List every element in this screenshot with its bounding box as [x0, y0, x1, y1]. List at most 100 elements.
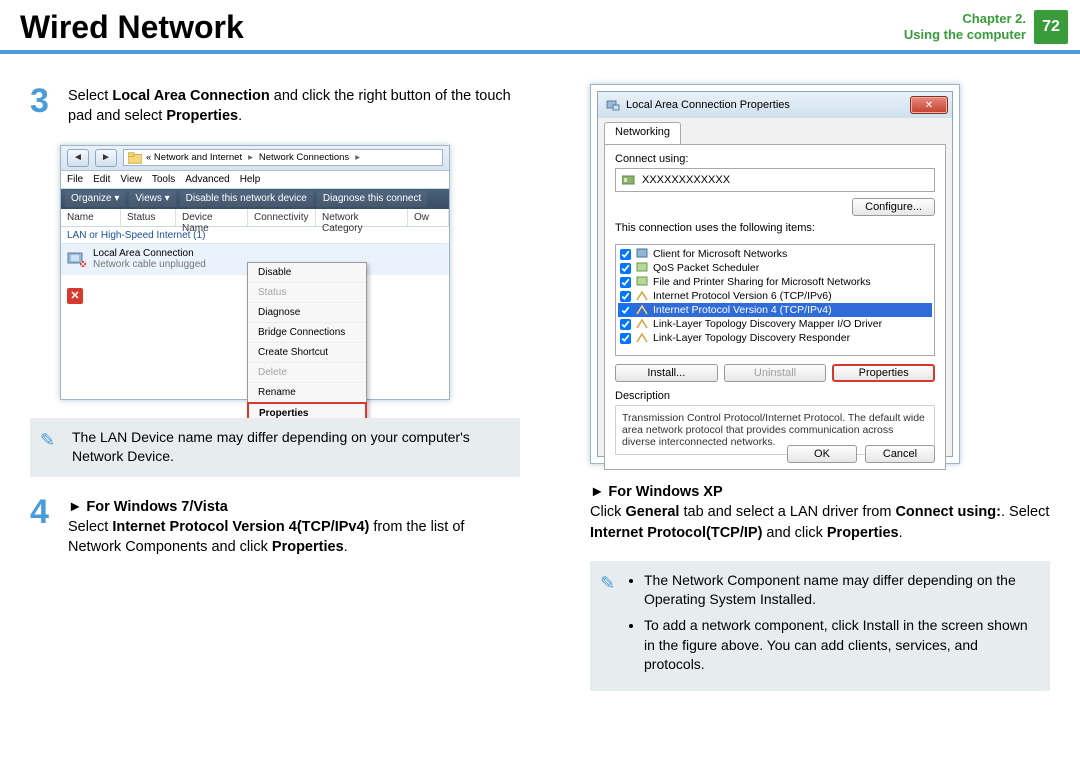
organize-button[interactable]: Organize ▾: [65, 191, 125, 207]
menu-item-bridge[interactable]: Bridge Connections: [248, 323, 366, 343]
protocol-icon: [635, 290, 649, 302]
menu-view[interactable]: View: [120, 174, 142, 185]
text: tab and select a LAN driver from: [679, 504, 895, 520]
item-lltd-responder[interactable]: Link-Layer Topology Discovery Responder: [618, 331, 932, 345]
menu-tools[interactable]: Tools: [152, 174, 175, 185]
text: Select: [68, 88, 112, 104]
dialog-titlebar: Local Area Connection Properties ✕: [598, 92, 952, 118]
col-network-category[interactable]: Network Category: [316, 209, 408, 226]
step-4-body: ► For Windows 7/Vista Select Internet Pr…: [68, 495, 520, 558]
note-icon: ✎: [40, 428, 55, 453]
checkbox[interactable]: [620, 277, 631, 288]
tab-body: Connect using: XXXXXXXXXXXX Configure...…: [604, 144, 946, 470]
label: Diagnose this connect: [323, 193, 421, 204]
nav-forward-button[interactable]: ►: [95, 149, 117, 167]
dialog-window: Local Area Connection Properties ✕ Netwo…: [597, 91, 953, 457]
dialog-title: Local Area Connection Properties: [626, 99, 790, 111]
checkbox[interactable]: [620, 263, 631, 274]
checkbox[interactable]: [620, 333, 631, 344]
install-button[interactable]: Install...: [615, 364, 718, 382]
nav-back-button[interactable]: ◄: [67, 149, 89, 167]
bold: General: [625, 504, 679, 520]
tab-strip: Networking: [604, 122, 946, 144]
menu-edit[interactable]: Edit: [93, 174, 110, 185]
page-header: Wired Network Chapter 2. Using the compu…: [0, 0, 1080, 54]
network-adapter-icon: [67, 250, 87, 268]
step-3-body: Select Local Area Connection and click t…: [68, 84, 520, 127]
protocol-icon: [635, 318, 649, 330]
addr-text: « Network and Internet: [146, 152, 242, 163]
views-button[interactable]: Views ▾: [129, 191, 175, 207]
properties-button[interactable]: Properties: [832, 364, 935, 382]
item-client-ms-networks[interactable]: Client for Microsoft Networks: [618, 247, 932, 261]
bold: Properties: [272, 539, 344, 555]
checkbox[interactable]: [620, 305, 631, 316]
tab-networking[interactable]: Networking: [604, 122, 681, 144]
bold: Local Area Connection: [112, 88, 269, 104]
step-number-4: 4: [30, 495, 58, 558]
arrow-icon: ►: [590, 484, 604, 500]
note-item-2: To add a network component, click Instal…: [644, 616, 1036, 675]
bold: Connect using:: [895, 504, 1001, 520]
col-owner[interactable]: Ow: [408, 209, 449, 226]
label: Client for Microsoft Networks: [653, 248, 787, 260]
diagnose-button[interactable]: Diagnose this connect: [317, 191, 427, 207]
menu-advanced[interactable]: Advanced: [185, 174, 229, 185]
item-ipv6[interactable]: Internet Protocol Version 6 (TCP/IPv6): [618, 289, 932, 303]
items-listbox[interactable]: Client for Microsoft Networks QoS Packet…: [615, 244, 935, 356]
context-menu: Disable Status Diagnose Bridge Connectio…: [247, 262, 367, 425]
bold: Internet Protocol(TCP/IP): [590, 525, 762, 541]
col-name[interactable]: Name: [61, 209, 121, 226]
ok-button[interactable]: OK: [787, 445, 857, 463]
note-box-2: ✎ The Network Component name may differ …: [590, 561, 1050, 691]
chapter-line1: Chapter 2.: [904, 11, 1026, 27]
service-icon: [635, 262, 649, 274]
col-device-name[interactable]: Device Name: [176, 209, 248, 226]
cancel-button[interactable]: Cancel: [865, 445, 935, 463]
item-lltd-mapper[interactable]: Link-Layer Topology Discovery Mapper I/O…: [618, 317, 932, 331]
items-label: This connection uses the following items…: [615, 222, 935, 234]
client-icon: [635, 248, 649, 260]
menu-item-diagnose[interactable]: Diagnose: [248, 303, 366, 323]
screenshot-network-connections: ◄ ► « Network and Internet▸Network Conne…: [60, 145, 450, 400]
adapter-icon: [622, 174, 636, 186]
uninstall-button: Uninstall: [724, 364, 827, 382]
address-bar[interactable]: « Network and Internet▸Network Connectio…: [123, 149, 443, 166]
col-status[interactable]: Status: [121, 209, 176, 226]
checkbox[interactable]: [620, 291, 631, 302]
chapter-label: Chapter 2. Using the computer: [904, 11, 1026, 42]
connect-using-label: Connect using:: [615, 153, 935, 165]
arrow-icon: ►: [68, 499, 82, 515]
item-file-printer-sharing[interactable]: File and Printer Sharing for Microsoft N…: [618, 275, 932, 289]
note-item-1: The Network Component name may differ de…: [644, 571, 1036, 610]
menu-help[interactable]: Help: [240, 174, 261, 185]
checkbox[interactable]: [620, 249, 631, 260]
step-4: 4 ► For Windows 7/Vista Select Internet …: [30, 495, 520, 558]
text: Select: [68, 519, 112, 535]
item-subtitle: Network cable unplugged: [93, 259, 206, 271]
header-right: Chapter 2. Using the computer 72: [904, 10, 1068, 44]
menu-item-delete: Delete: [248, 363, 366, 383]
protocol-icon: [635, 304, 649, 316]
label: File and Printer Sharing for Microsoft N…: [653, 276, 871, 288]
checkbox[interactable]: [620, 319, 631, 330]
menu-item-shortcut[interactable]: Create Shortcut: [248, 343, 366, 363]
disable-device-button[interactable]: Disable this network device: [180, 191, 313, 207]
configure-button[interactable]: Configure...: [852, 198, 935, 216]
label: Internet Protocol Version 6 (TCP/IPv6): [653, 290, 832, 302]
close-button[interactable]: ✕: [910, 96, 948, 114]
network-icon: [606, 99, 620, 111]
label: QoS Packet Scheduler: [653, 262, 759, 274]
item-title: Local Area Connection: [93, 248, 206, 260]
item-ipv4-selected[interactable]: Internet Protocol Version 4 (TCP/IPv4): [618, 303, 932, 317]
button-row: Install... Uninstall Properties: [615, 364, 935, 382]
col-connectivity[interactable]: Connectivity: [248, 209, 316, 226]
item-qos[interactable]: QoS Packet Scheduler: [618, 261, 932, 275]
menu-item-rename[interactable]: Rename: [248, 383, 366, 403]
note-text: The LAN Device name may differ depending…: [72, 429, 470, 465]
heading: For Windows 7/Vista: [86, 499, 227, 515]
menu-file[interactable]: File: [67, 174, 83, 185]
column-headers: Name Status Device Name Connectivity Net…: [61, 209, 449, 227]
menubar: File Edit View Tools Advanced Help: [61, 171, 449, 189]
menu-item-disable[interactable]: Disable: [248, 263, 366, 283]
